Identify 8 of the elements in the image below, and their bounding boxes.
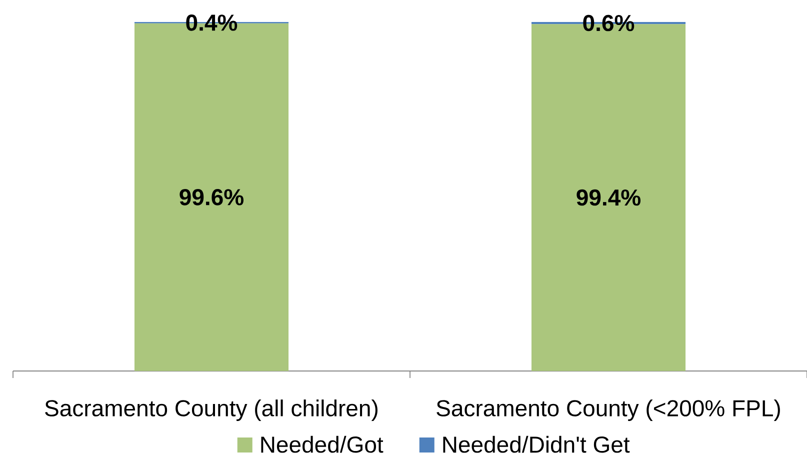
x-tick-label: Sacramento County (<200% FPL) <box>436 400 780 421</box>
x-tick-label: Sacramento County (all children) <box>45 400 378 421</box>
data-label: 99.6% <box>180 189 244 206</box>
legend-label: Needed/Got <box>261 436 384 453</box>
data-label: 0.4% <box>186 14 238 31</box>
data-label: 99.4% <box>576 189 640 206</box>
data-label: 0.6% <box>583 14 634 32</box>
legend-label: Needed/Didn't Get <box>443 436 630 453</box>
